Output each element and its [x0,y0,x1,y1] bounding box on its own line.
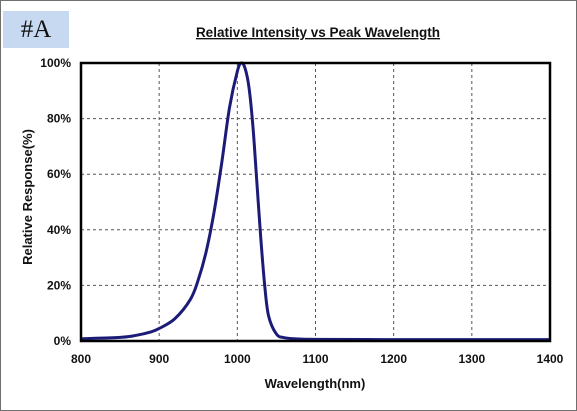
plot-area-border [79,61,552,343]
y-tick-label: 20% [47,278,71,292]
x-tick-label: 1000 [224,352,251,366]
x-tick-label: 1100 [302,352,328,366]
x-tick-label: 900 [149,352,169,366]
x-tick-label: 800 [71,352,91,366]
figure-tag: #A [3,11,69,48]
y-tick-label: 100% [40,56,71,70]
y-tick-label: 0% [54,334,72,348]
curve-layer [80,61,550,342]
x-tick-label: 1300 [458,352,485,366]
x-tick-label: 1400 [537,352,564,366]
y-axis-title: Relative Response(%) [20,129,35,265]
y-tick-label: 40% [47,223,71,237]
series-line-relative-response [80,61,550,342]
x-tick-label: 1200 [380,352,407,366]
y-tick-labels: 0% 20% 40% 60% 80% 100% [40,56,71,348]
grid-layer [81,63,550,341]
chart-title: Relative Intensity vs Peak Wavelength [196,25,440,40]
y-tick-label: 80% [47,112,71,126]
y-tick-label: 60% [47,167,71,181]
x-axis-title: Wavelength(nm) [265,376,366,391]
x-tick-labels: 800 900 1000 1100 1200 1300 1400 [71,352,564,366]
